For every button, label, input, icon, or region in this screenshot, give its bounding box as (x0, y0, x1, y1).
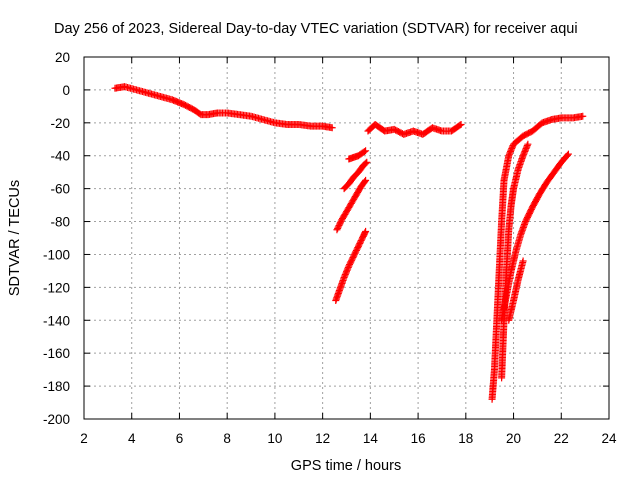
series-afternoon-cluster (364, 120, 465, 138)
x-tick-label: 4 (128, 431, 136, 446)
y-tick-label: -80 (50, 215, 70, 230)
y-tick-labels: 20 0 -20 -40 -60 -80 -100 -120 -140 -160 -180 -200 (43, 50, 70, 427)
data-point (524, 140, 532, 148)
series-arc-midday-1 (332, 227, 370, 305)
y-tick-label: -100 (43, 247, 70, 262)
data-point (361, 178, 369, 186)
x-tick-label: 2 (80, 431, 88, 446)
x-tick-label: 20 (506, 431, 521, 446)
x-tick-label: 10 (267, 431, 282, 446)
series-arc-evening-2 (498, 140, 532, 382)
y-axis-label: SDTVAR / TECUs (7, 180, 23, 296)
data-point (362, 147, 370, 155)
series-arc-midday-2 (333, 176, 370, 234)
series-arc-midday-4 (345, 147, 370, 163)
grid (84, 57, 609, 419)
data-point (363, 158, 371, 166)
x-tick-label: 18 (458, 431, 473, 446)
data-point (362, 176, 370, 184)
data-point (362, 159, 370, 167)
y-tick-label: -20 (50, 116, 70, 131)
x-tick-label: 24 (601, 431, 617, 446)
data-point (362, 227, 370, 235)
x-tick-label: 16 (411, 431, 426, 446)
y-tick-label: 20 (55, 50, 70, 65)
chart-title: Day 256 of 2023, Sidereal Day-to-day VTE… (54, 21, 578, 37)
plot-frame (83, 56, 610, 420)
y-tick-label: 0 (62, 83, 70, 98)
data-points (111, 83, 587, 403)
x-tick-labels: 2 4 6 8 10 12 14 16 18 20 22 24 (80, 431, 617, 446)
x-tick-label: 6 (176, 431, 184, 446)
series-arc-evening-1 (488, 112, 587, 403)
x-tick-label: 22 (554, 431, 569, 446)
y-tick-label: -180 (43, 379, 70, 394)
axis-ticks (83, 56, 610, 420)
data-point (457, 120, 465, 128)
x-tick-label: 8 (223, 431, 231, 446)
data-point (579, 112, 587, 120)
x-tick-label: 14 (363, 431, 379, 446)
series-arc-evening-3 (498, 150, 572, 324)
y-tick-label: -120 (43, 280, 70, 295)
y-tick-label: -200 (43, 412, 70, 427)
series-arc-evening-4 (505, 257, 527, 324)
series-arc-midday-3 (340, 158, 371, 193)
y-tick-label: -40 (50, 149, 70, 164)
x-tick-label: 12 (315, 431, 330, 446)
data-point (564, 150, 572, 158)
y-tick-label: -140 (43, 313, 70, 328)
data-point (456, 121, 464, 129)
data-point (360, 148, 368, 156)
data-point (563, 151, 571, 159)
y-tick-label: -60 (50, 182, 70, 197)
x-axis-label: GPS time / hours (291, 458, 401, 474)
y-tick-label: -160 (43, 346, 70, 361)
series-main-trend (111, 83, 336, 132)
data-point (519, 257, 527, 265)
data-point (328, 124, 336, 132)
